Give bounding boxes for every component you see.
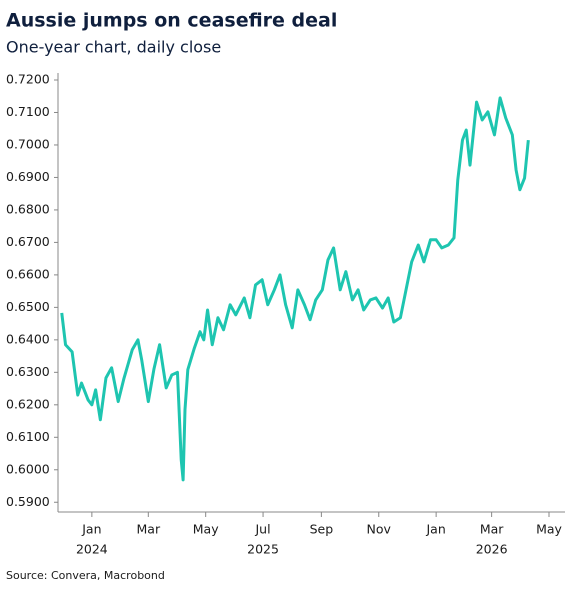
data-line <box>60 96 530 482</box>
y-tick-label: 0.5900 <box>6 494 50 509</box>
y-tick-label: 0.6100 <box>6 429 50 444</box>
y-tick-label: 0.6900 <box>6 169 50 184</box>
x-tick-label: Mar <box>480 522 504 537</box>
y-tick-label: 0.6000 <box>6 461 50 476</box>
x-year-label: 2025 <box>247 542 279 557</box>
x-year-label: 2026 <box>476 542 508 557</box>
y-tick-label: 0.7200 <box>6 71 50 86</box>
x-tick-label: Jul <box>255 522 271 537</box>
y-tick-label: 0.6400 <box>6 331 50 346</box>
y-tick-label: 0.6300 <box>6 364 50 379</box>
chart-title: Aussie jumps on ceasefire deal <box>6 10 337 32</box>
x-year-label: 2024 <box>76 542 108 557</box>
y-tick-label: 0.6200 <box>6 396 50 411</box>
x-tick-label: May <box>193 522 219 537</box>
y-tick-label: 0.7100 <box>6 104 50 119</box>
x-tick-label: May <box>536 522 562 537</box>
x-tick-label: Jan <box>425 522 445 537</box>
y-tick-label: 0.6700 <box>6 234 50 249</box>
chart-subtitle: One-year chart, daily close <box>6 38 221 57</box>
y-tick-label: 0.6600 <box>6 266 50 281</box>
x-tick-label: Sep <box>310 522 334 537</box>
y-tick-label: 0.6500 <box>6 299 50 314</box>
y-tick-label: 0.7000 <box>6 136 50 151</box>
x-tick-label: Mar <box>137 522 161 537</box>
x-tick-label: Nov <box>367 522 392 537</box>
y-tick-label: 0.6800 <box>6 201 50 216</box>
x-tick-label: Jan <box>81 522 101 537</box>
source-note: Source: Convera, Macrobond <box>6 569 165 582</box>
